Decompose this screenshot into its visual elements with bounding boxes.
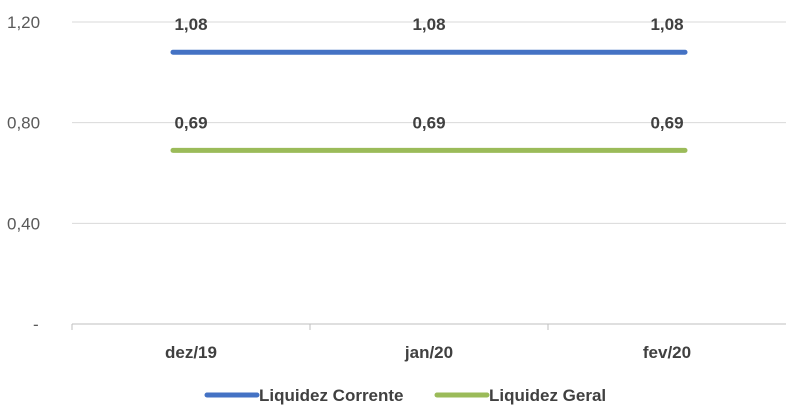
- y-axis: 1,20 0,80 0,40 -: [7, 13, 40, 334]
- data-labels: 1,08 1,08 1,08 0,69 0,69 0,69: [174, 15, 683, 132]
- legend: Liquidez Corrente Liquidez Geral: [204, 386, 606, 405]
- x-tick-label: jan/20: [404, 343, 453, 362]
- legend-label: Liquidez Geral: [489, 386, 606, 405]
- data-label: 1,08: [412, 15, 445, 34]
- legend-label: Liquidez Corrente: [259, 386, 404, 405]
- data-label: 0,69: [650, 113, 683, 132]
- data-label: 0,69: [174, 113, 207, 132]
- y-tick-label: 1,20: [7, 13, 40, 32]
- data-label: 0,69: [412, 113, 445, 132]
- x-axis: dez/19 jan/20 fev/20: [71, 323, 786, 362]
- y-tick-label: 0,40: [7, 214, 40, 233]
- x-tick-label: dez/19: [165, 343, 217, 362]
- data-label: 1,08: [174, 15, 207, 34]
- y-tick-label: -: [33, 315, 39, 334]
- x-tick-label: fev/20: [643, 343, 691, 362]
- series-lines: [170, 49, 688, 153]
- data-label: 1,08: [650, 15, 683, 34]
- gridlines: [72, 21, 786, 224]
- y-tick-label: 0,80: [7, 114, 40, 133]
